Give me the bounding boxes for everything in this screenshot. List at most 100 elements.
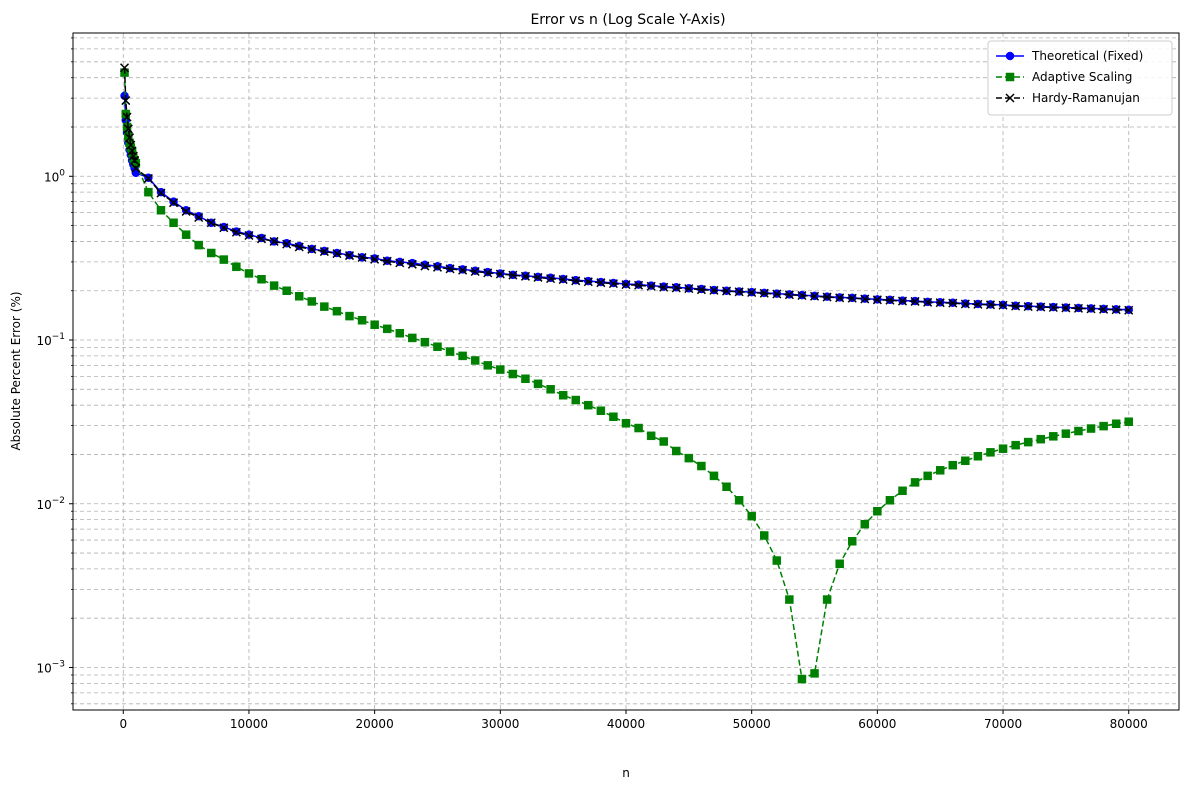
adaptive-scaling-point bbox=[885, 496, 895, 505]
adaptive-scaling-point bbox=[935, 466, 945, 475]
x-tick-label: 10000 bbox=[230, 717, 268, 731]
adaptive-scaling-point bbox=[860, 519, 870, 529]
adaptive-scaling-point bbox=[382, 324, 392, 334]
hardy-ramanujan-point bbox=[420, 261, 430, 271]
hardy-ramanujan-point bbox=[1061, 303, 1071, 313]
y-tick-label: 10−1 bbox=[36, 332, 65, 348]
legend-label-hardy-ramanujan: Hardy-Ramanujan bbox=[1032, 91, 1140, 105]
adaptive-scaling-point bbox=[785, 595, 794, 604]
adaptive-scaling-point bbox=[1124, 417, 1133, 426]
adaptive-scaling-point bbox=[571, 395, 580, 405]
adaptive-scaling-point bbox=[458, 351, 467, 361]
hardy-ramanujan-point bbox=[294, 242, 304, 252]
adaptive-scaling-point bbox=[294, 292, 304, 301]
hardy-ramanujan-point bbox=[244, 230, 254, 241]
hardy-ramanujan-point bbox=[734, 287, 744, 297]
adaptive-scaling-point bbox=[320, 302, 329, 311]
hardy-ramanujan-point bbox=[307, 244, 317, 254]
hardy-ramanujan-point bbox=[772, 289, 782, 299]
hardy-ramanujan-point bbox=[571, 276, 581, 286]
hardy-ramanujan-point bbox=[121, 96, 131, 106]
legend-item-adaptive-scaling: Adaptive Scaling bbox=[996, 70, 1132, 84]
adaptive-scaling-point bbox=[445, 347, 455, 356]
theoretical-fixed-point bbox=[408, 258, 417, 268]
adaptive-scaling-point bbox=[546, 385, 555, 394]
adaptive-scaling-point bbox=[659, 437, 668, 446]
theoretical-fixed-point bbox=[181, 206, 191, 215]
hardy-ramanujan-series bbox=[119, 63, 1134, 315]
adaptive-scaling-point bbox=[873, 506, 882, 516]
hardy-ramanujan-point bbox=[1023, 302, 1033, 312]
hardy-ramanujan-point bbox=[722, 286, 732, 296]
y-tick-layer: 10−3 10−2 10−1 100 bbox=[36, 37, 73, 705]
hardy-ramanujan-point bbox=[809, 291, 820, 301]
hardy-ramanujan-point bbox=[123, 124, 133, 134]
hardy-ramanujan-point bbox=[495, 269, 505, 279]
x-tick-label: 80000 bbox=[1110, 717, 1148, 731]
adaptive-scaling-point bbox=[1036, 434, 1045, 444]
adaptive-scaling-point bbox=[332, 306, 342, 316]
hardy-ramanujan-point bbox=[122, 112, 132, 122]
adaptive-scaling-point bbox=[672, 446, 681, 456]
x-tick-label: 50000 bbox=[733, 717, 771, 731]
x-tick-layer: 0 10000 20000 30000 40000 50000 60000 70000 8000… bbox=[119, 710, 1148, 731]
hardy-ramanujan-point bbox=[125, 133, 135, 143]
adaptive-scaling-point bbox=[1074, 426, 1083, 436]
hardy-ramanujan-point bbox=[1036, 302, 1046, 312]
hardy-ramanujan-point bbox=[194, 212, 204, 223]
legend: Theoretical (Fixed) Adaptive Scaling Hardy… bbox=[987, 40, 1173, 116]
hardy-ramanujan-point bbox=[960, 299, 970, 309]
hardy-ramanujan-point bbox=[319, 247, 329, 257]
hardy-ramanujan-point bbox=[621, 280, 631, 290]
theoretical-fixed-point bbox=[420, 260, 430, 270]
adaptive-scaling-point bbox=[1049, 432, 1058, 441]
hardy-ramanujan-point bbox=[897, 296, 908, 306]
adaptive-scaling-point bbox=[269, 281, 279, 290]
adaptive-scaling-point bbox=[697, 461, 706, 471]
adaptive-scaling-point bbox=[533, 379, 543, 389]
adaptive-scaling-point bbox=[307, 297, 317, 306]
hardy-ramanujan-point bbox=[659, 282, 669, 292]
hardy-ramanujan-point bbox=[872, 295, 882, 305]
hardy-ramanujan-point bbox=[847, 293, 857, 303]
y-tick-label: 100 bbox=[44, 168, 65, 184]
adaptive-scaling-point bbox=[910, 478, 920, 487]
adaptive-scaling-point bbox=[521, 374, 530, 384]
hardy-ramanujan-point bbox=[973, 299, 983, 309]
hardy-ramanujan-point bbox=[127, 146, 137, 156]
hardy-ramanujan-point bbox=[885, 295, 895, 305]
adaptive-scaling-series bbox=[120, 68, 1133, 684]
adaptive-scaling-point bbox=[156, 206, 166, 215]
hardy-ramanujan-point bbox=[520, 271, 530, 281]
adaptive-scaling-point bbox=[408, 333, 417, 343]
hardy-ramanujan-point bbox=[634, 280, 644, 290]
hardy-ramanujan-point bbox=[269, 236, 279, 246]
hardy-ramanujan-point bbox=[709, 285, 719, 295]
adaptive-scaling-point bbox=[634, 423, 643, 433]
adaptive-scaling-point bbox=[483, 361, 492, 370]
hardy-ramanujan-point bbox=[910, 296, 920, 306]
hardy-ramanujan-point bbox=[1011, 301, 1021, 311]
hardy-ramanujan-point bbox=[119, 63, 130, 73]
adaptive-scaling-point bbox=[257, 275, 266, 284]
adaptive-scaling-point bbox=[948, 460, 958, 470]
adaptive-scaling-point bbox=[370, 320, 379, 329]
adaptive-scaling-point bbox=[584, 400, 593, 410]
x-tick-label: 40000 bbox=[607, 717, 645, 731]
hardy-ramanujan-point bbox=[344, 251, 355, 261]
hardy-ramanujan-point bbox=[169, 198, 179, 208]
adaptive-scaling-point bbox=[621, 419, 631, 428]
adaptive-scaling-point bbox=[986, 448, 995, 457]
adaptive-scaling-point bbox=[420, 337, 430, 347]
adaptive-scaling-point bbox=[232, 262, 241, 272]
hardy-ramanujan-line bbox=[123, 67, 1129, 311]
adaptive-scaling-point bbox=[357, 316, 367, 325]
hardy-ramanujan-point bbox=[282, 239, 292, 249]
hardy-ramanujan-point bbox=[998, 300, 1008, 310]
hardy-ramanujan-point bbox=[156, 188, 166, 198]
adaptive-scaling-point bbox=[646, 431, 656, 441]
hardy-ramanujan-point bbox=[1124, 305, 1134, 315]
hardy-ramanujan-point bbox=[181, 206, 191, 216]
adaptive-scaling-point bbox=[810, 669, 819, 678]
